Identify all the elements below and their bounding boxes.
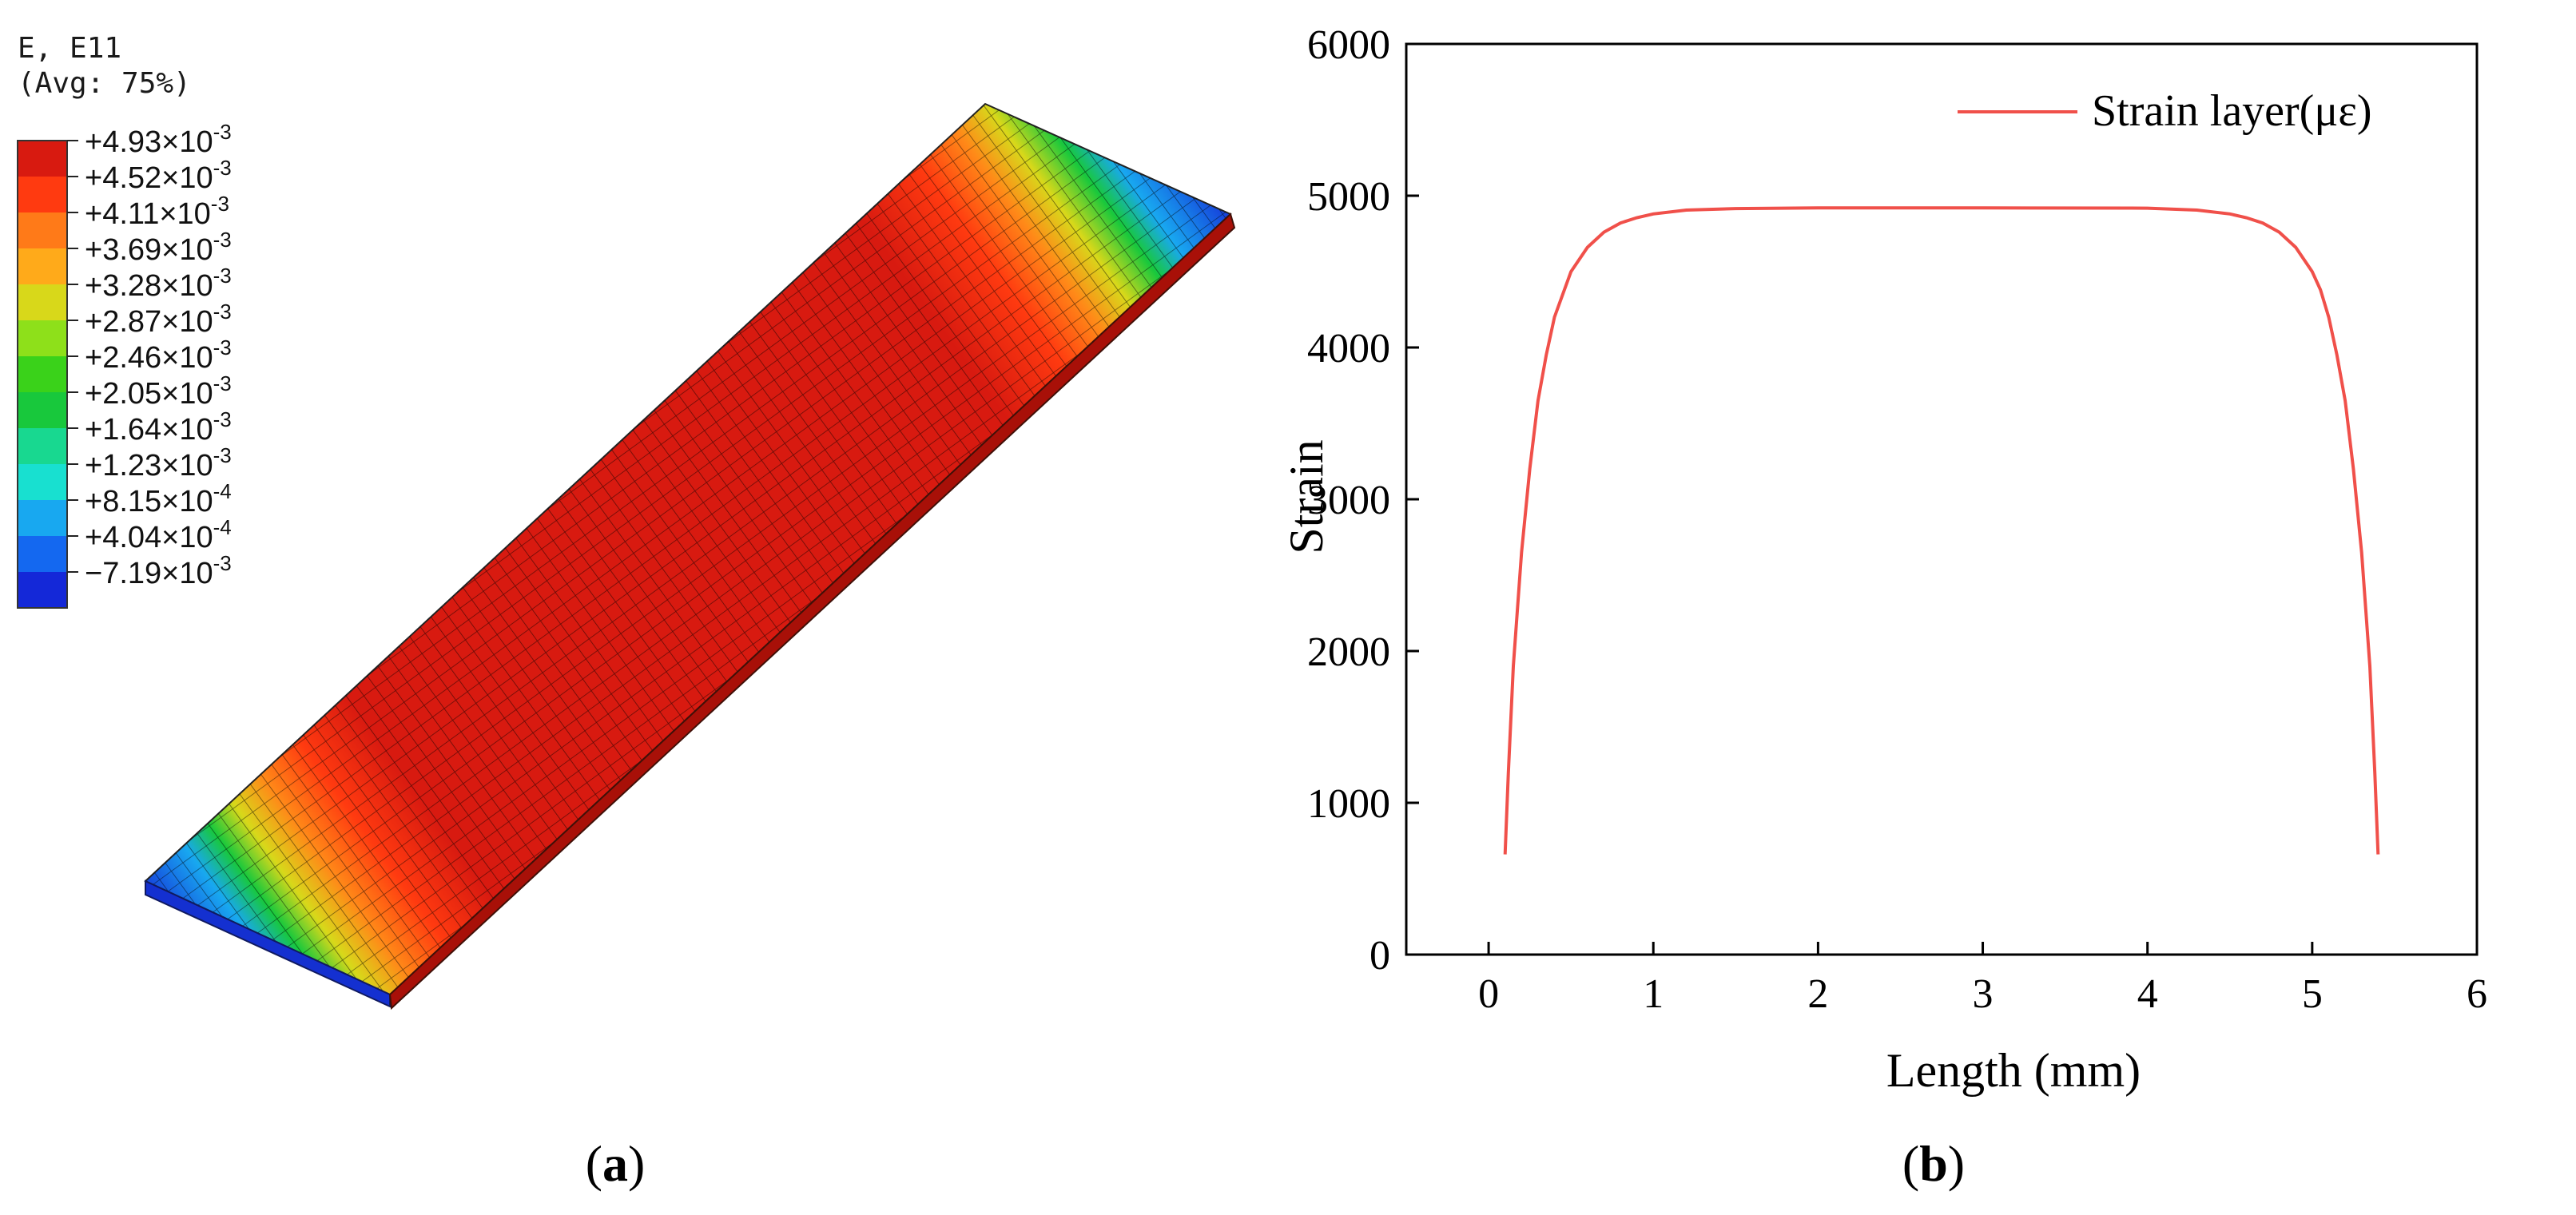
x-tick-label: 4: [2137, 971, 2158, 1017]
plate-mesh: [145, 104, 1230, 995]
colorbar-label: +3.28×10-3: [85, 264, 232, 303]
legend-title-line2: (Avg: 75%): [18, 67, 191, 100]
y-axis-label-display: Strain: [1280, 439, 1333, 554]
plot-border: [1405, 42, 2479, 956]
colorbar-frame: [17, 140, 68, 609]
colorbar-band: [18, 464, 67, 500]
plot-frame: [1405, 42, 2479, 956]
colorbar-label: +4.04×10-4: [85, 515, 232, 554]
legend: Strain layer(με): [1958, 86, 2372, 136]
colorbar-label: +8.15×10-4: [85, 479, 232, 518]
y-tick-label: 5000: [1307, 174, 1390, 220]
plate-side-edge: [388, 212, 1236, 1011]
colorbar-band: [18, 536, 67, 572]
colorbar-band: [18, 500, 67, 536]
colorbar-band: [18, 141, 67, 177]
colorbar-label: +1.23×10-3: [85, 443, 232, 482]
y-tick-label: 6000: [1307, 22, 1390, 68]
colorbar-band: [18, 572, 67, 608]
colorbar-label: +2.87×10-3: [85, 300, 232, 339]
colorbar-label: +1.64×10-3: [85, 407, 232, 447]
panel-a-contour: E, E11 (Avg: 75%) +4.93×10-3+4.52×10-3+4…: [17, 32, 1236, 1192]
legend-label: Strain layer(με): [2092, 86, 2372, 136]
colorbar: +4.93×10-3+4.52×10-3+4.11×10-3+3.69×10-3…: [17, 120, 232, 609]
colorbar-label: +4.52×10-3: [85, 156, 232, 195]
y-tick-label: 4000: [1307, 326, 1390, 371]
y-tick-label: 0: [1369, 933, 1390, 979]
x-tick-label: 3: [1973, 971, 1994, 1017]
series-line-strain-layer: [1503, 206, 2380, 855]
colorbar-label: +3.69×10-3: [85, 228, 232, 267]
colorbar-band: [18, 284, 67, 320]
caption-b: (b): [1902, 1135, 1965, 1192]
x-tick-label: 0: [1478, 971, 1499, 1017]
plate-front-edge: [145, 879, 391, 1008]
y-ticks: 0 1000 2000 3000 4000 5000 6000: [1307, 22, 1419, 979]
x-ticks: 0 1 2 3 4 5 6: [1478, 942, 2487, 1017]
x-axis-label: Length (mm): [1886, 1044, 2141, 1097]
colorbar-label: −7.19×10-3: [85, 551, 232, 590]
y-tick-label: 1000: [1307, 781, 1390, 827]
colorbar-band: [18, 212, 67, 248]
colorbar-label: +4.11×10-3: [85, 192, 229, 231]
colorbar-label: +4.93×10-3: [85, 120, 232, 159]
colorbar-band: [18, 356, 67, 392]
colorbar-band: [18, 320, 67, 356]
panel-b-chart: 0 1000 2000 3000 4000 5000 6000 0 1 2 3 4 5 6 Strain…: [1280, 22, 2487, 1192]
colorbar-label: +2.46×10-3: [85, 336, 232, 375]
x-tick-label: 6: [2467, 971, 2487, 1017]
legend-title-line1: E, E11: [18, 32, 121, 65]
x-tick-label: 2: [1807, 971, 1828, 1017]
y-tick-label: 3000: [1307, 478, 1390, 523]
colorbar-band: [18, 428, 67, 464]
y-tick-label: 2000: [1307, 629, 1390, 675]
colorbar-label: +2.05×10-3: [85, 371, 232, 411]
colorbar-band: [18, 177, 67, 212]
caption-a: (a): [586, 1135, 646, 1192]
colorbar-band: [18, 248, 67, 284]
colorbar-band: [18, 392, 67, 428]
x-tick-label: 5: [2302, 971, 2323, 1017]
x-tick-label: 1: [1643, 971, 1664, 1017]
